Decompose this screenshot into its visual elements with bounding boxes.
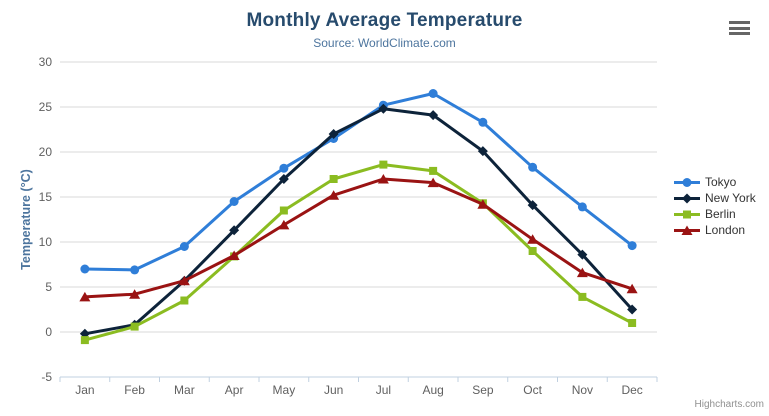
x-axis-tick-label: Oct bbox=[523, 383, 542, 397]
series-line-london bbox=[83, 177, 634, 299]
data-point-tokyo-mar[interactable] bbox=[179, 242, 189, 251]
data-point-london-sep[interactable] bbox=[477, 199, 489, 209]
y-axis-title: Temperature (°C) bbox=[19, 169, 33, 270]
x-axis-tick-label: Mar bbox=[174, 383, 195, 397]
data-point-tokyo-sep[interactable] bbox=[478, 117, 488, 127]
data-point-london-jun[interactable] bbox=[328, 190, 340, 200]
export-menu-button[interactable] bbox=[729, 20, 751, 36]
credits-link[interactable]: Highcharts.com bbox=[694, 399, 764, 410]
data-point-tokyo-apr[interactable] bbox=[229, 197, 239, 206]
legend-label: Tokyo bbox=[705, 175, 737, 189]
legend: Tokyo New York Berlin London bbox=[674, 176, 756, 237]
y-axis-tick-label: -5 bbox=[41, 370, 52, 384]
data-point-london-jan[interactable] bbox=[79, 291, 91, 302]
data-point-new-york-aug[interactable] bbox=[428, 110, 439, 121]
data-point-london-dec[interactable] bbox=[626, 283, 638, 294]
legend-item-new-york[interactable]: New York bbox=[674, 192, 756, 205]
data-point-london-feb[interactable] bbox=[129, 289, 141, 299]
x-axis-tick-label: Nov bbox=[572, 383, 593, 397]
data-point-berlin-jul[interactable] bbox=[379, 160, 388, 169]
legend-label: New York bbox=[705, 191, 756, 205]
data-point-tokyo-jan[interactable] bbox=[80, 264, 90, 274]
data-point-london-oct[interactable] bbox=[527, 234, 539, 244]
y-axis-tick-label: 20 bbox=[39, 145, 53, 159]
triangle-marker-icon bbox=[674, 225, 700, 235]
chart-title: Monthly Average Temperature bbox=[246, 10, 523, 31]
data-point-berlin-mar[interactable] bbox=[180, 296, 189, 305]
diamond-marker-icon bbox=[674, 193, 700, 204]
data-point-tokyo-dec[interactable] bbox=[627, 241, 637, 251]
x-axis-tick-label: Jan bbox=[75, 383, 94, 397]
series-line-berlin bbox=[83, 163, 634, 342]
y-axis-tick-label: 0 bbox=[45, 325, 52, 339]
data-point-berlin-aug[interactable] bbox=[429, 166, 438, 175]
data-point-berlin-may[interactable] bbox=[279, 206, 288, 215]
data-point-tokyo-nov[interactable] bbox=[577, 202, 587, 212]
x-axis-tick-label: Jul bbox=[376, 383, 391, 397]
data-point-new-york-may[interactable] bbox=[278, 174, 289, 184]
legend-label: Berlin bbox=[705, 207, 736, 221]
data-point-new-york-nov[interactable] bbox=[577, 249, 588, 260]
data-point-tokyo-aug[interactable] bbox=[428, 89, 438, 98]
x-axis-tick-label: Sep bbox=[472, 383, 494, 397]
square-marker-icon bbox=[674, 210, 700, 219]
data-point-new-york-jun[interactable] bbox=[328, 129, 339, 139]
y-axis-tick-label: 10 bbox=[39, 235, 53, 249]
data-point-london-aug[interactable] bbox=[427, 177, 439, 188]
x-axis-tick-label: Apr bbox=[225, 383, 244, 397]
data-point-new-york-oct[interactable] bbox=[527, 200, 538, 211]
legend-item-london[interactable]: London bbox=[674, 224, 756, 237]
data-point-new-york-dec[interactable] bbox=[627, 304, 638, 315]
hamburger-icon bbox=[729, 21, 750, 24]
data-point-tokyo-may[interactable] bbox=[279, 163, 289, 173]
data-point-new-york-jul[interactable] bbox=[378, 103, 389, 114]
data-point-new-york-apr[interactable] bbox=[229, 225, 240, 236]
data-point-london-jul[interactable] bbox=[377, 174, 389, 184]
data-point-tokyo-feb[interactable] bbox=[130, 265, 140, 275]
y-axis-tick-label: 30 bbox=[39, 55, 53, 69]
data-point-berlin-feb[interactable] bbox=[130, 322, 139, 331]
series-line-new-york bbox=[83, 107, 634, 336]
legend-item-tokyo[interactable]: Tokyo bbox=[674, 176, 756, 189]
y-axis-tick-label: 25 bbox=[39, 100, 53, 114]
data-point-new-york-sep[interactable] bbox=[477, 146, 488, 157]
data-point-london-nov[interactable] bbox=[576, 267, 588, 278]
y-axis-tick-label: 15 bbox=[39, 190, 53, 204]
data-point-berlin-dec[interactable] bbox=[628, 319, 637, 327]
x-axis-tick-label: May bbox=[273, 383, 296, 397]
x-axis-tick-label: Dec bbox=[621, 383, 642, 397]
data-point-tokyo-oct[interactable] bbox=[528, 162, 538, 172]
x-axis-tick-label: Aug bbox=[422, 383, 443, 397]
data-point-london-may[interactable] bbox=[278, 219, 290, 230]
data-point-berlin-oct[interactable] bbox=[528, 247, 537, 255]
x-axis-tick-label: Jun bbox=[324, 383, 343, 397]
data-point-london-apr[interactable] bbox=[228, 250, 240, 261]
y-axis-tick-label: 5 bbox=[45, 280, 52, 294]
chart-subtitle: Source: WorldClimate.com bbox=[313, 36, 456, 50]
circle-marker-icon bbox=[674, 178, 700, 187]
data-point-berlin-jun[interactable] bbox=[329, 175, 338, 183]
data-point-berlin-nov[interactable] bbox=[578, 292, 587, 301]
legend-label: London bbox=[705, 223, 746, 237]
x-axis-tick-label: Feb bbox=[124, 383, 145, 397]
legend-item-berlin[interactable]: Berlin bbox=[674, 208, 756, 221]
data-point-london-mar[interactable] bbox=[178, 275, 190, 286]
data-point-berlin-jan[interactable] bbox=[80, 336, 89, 345]
